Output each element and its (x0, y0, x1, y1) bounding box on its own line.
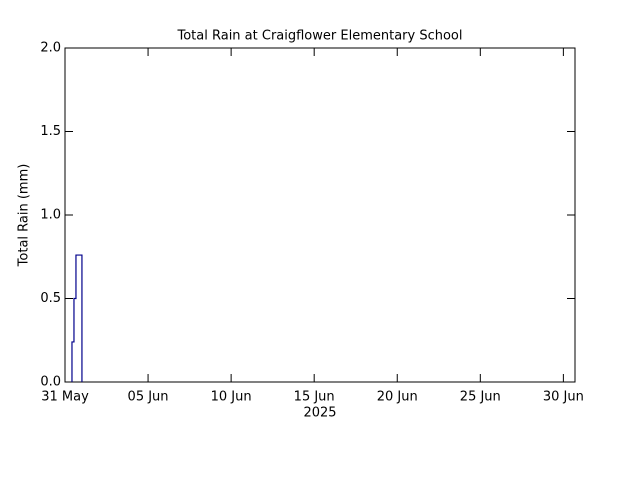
y-tick-label: 2.0 (40, 41, 61, 56)
x-tick-label: 20 Jun (377, 390, 418, 405)
y-tick-label: 1.5 (40, 124, 61, 139)
x-tick-label: 10 Jun (211, 390, 252, 405)
x-axis-label: 2025 (303, 406, 336, 421)
x-tick-label: 15 Jun (294, 390, 335, 405)
y-tick-label: 1.0 (40, 208, 61, 223)
x-tick-label: 25 Jun (460, 390, 501, 405)
y-axis-label: Total Rain (mm) (17, 164, 32, 268)
chart-title: Total Rain at Craigflower Elementary Sch… (176, 29, 462, 44)
rain-line (71, 254, 83, 382)
x-tick-label: 05 Jun (128, 390, 169, 405)
y-tick-label: 0.0 (40, 375, 61, 390)
x-tick-label: 31 May (41, 390, 89, 405)
x-tick-label: 30 Jun (543, 390, 584, 405)
y-tick-label: 0.5 (40, 291, 61, 306)
